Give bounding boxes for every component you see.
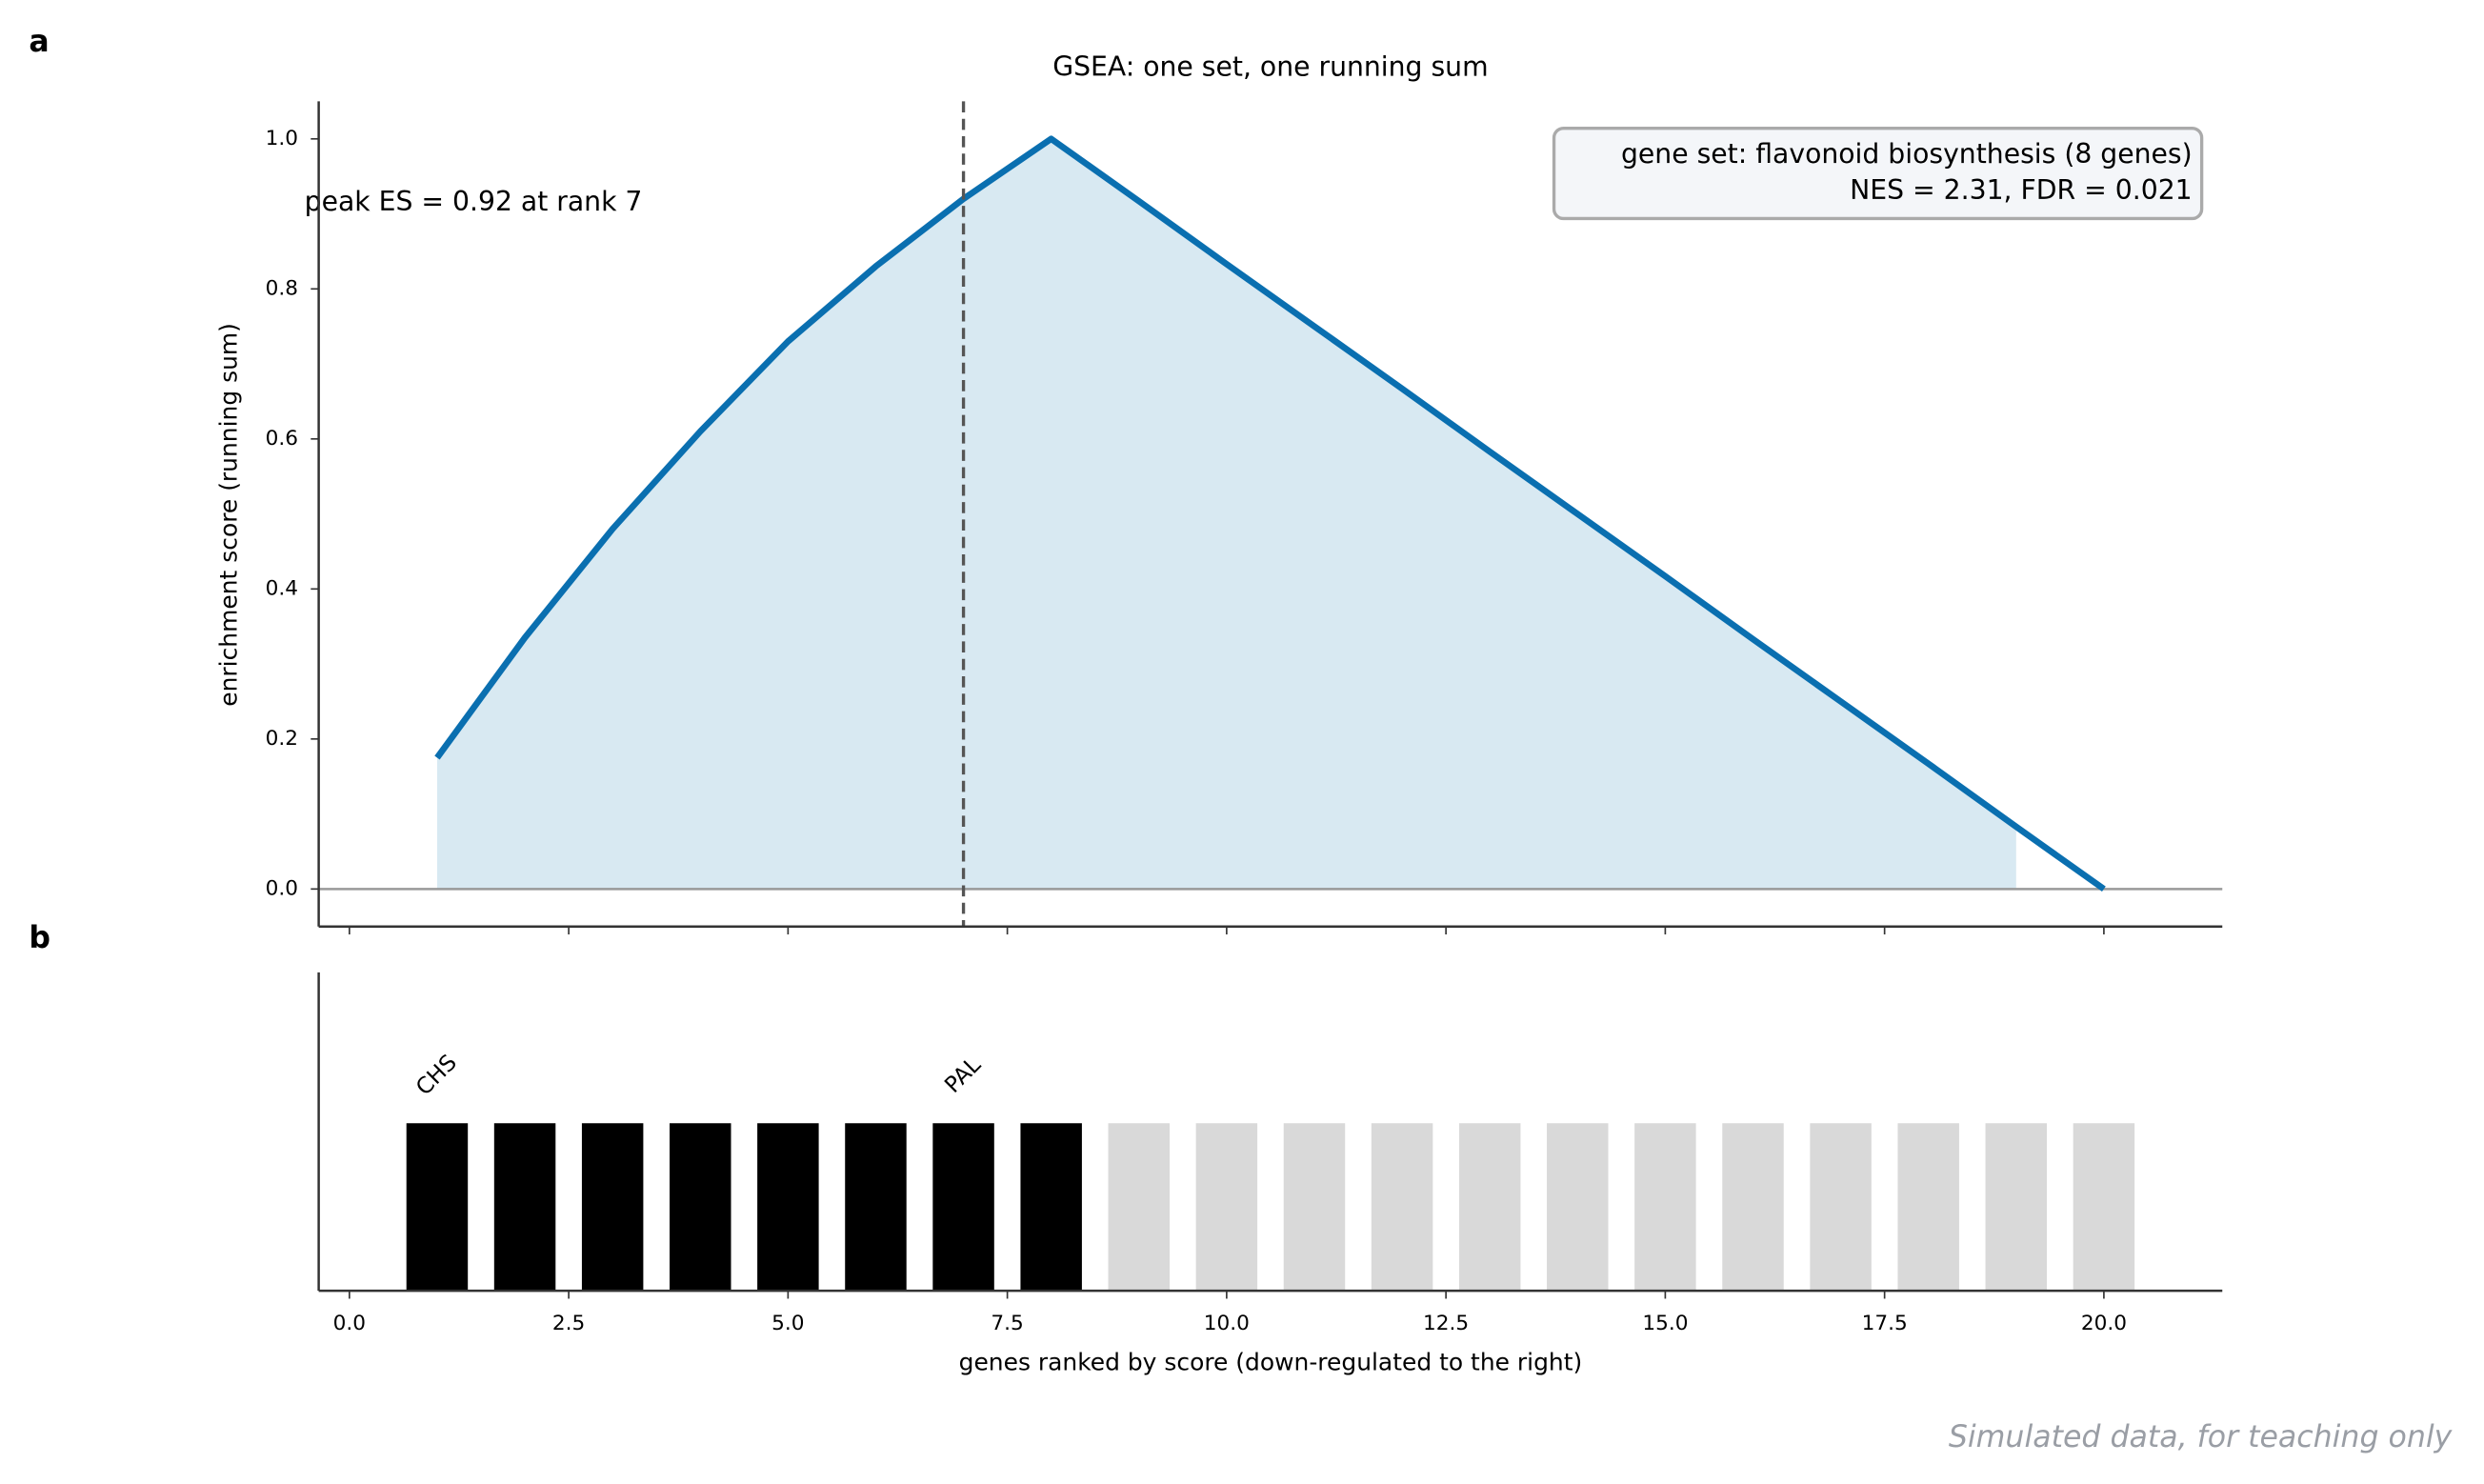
- y-tick-label: 0.2: [266, 727, 298, 751]
- x-tick-label: 12.5: [1423, 1312, 1469, 1335]
- rank-bar: [1371, 1123, 1433, 1292]
- running-sum-line: [434, 135, 2106, 892]
- rank-bar: [406, 1123, 469, 1292]
- x-tick-label: 2.5: [552, 1312, 585, 1335]
- rank-bar: [2073, 1123, 2135, 1292]
- x-tick-label: 0.0: [333, 1312, 366, 1335]
- panel-label: a: [29, 25, 49, 59]
- y-tick-label: 0.0: [266, 876, 298, 900]
- x-tick-label: 17.5: [1862, 1312, 1908, 1335]
- rank-bar: [1810, 1123, 1872, 1292]
- rank-bar: [1722, 1123, 1784, 1292]
- panel-label: b: [29, 921, 50, 955]
- rank-bar: [1108, 1123, 1171, 1292]
- footnote: Simulated data, for teaching only: [1949, 1420, 2454, 1454]
- area-fill: [436, 138, 2016, 890]
- rank-bar: [757, 1123, 819, 1292]
- rank-bar: [1020, 1123, 1082, 1292]
- x-tick-label: 20.0: [2081, 1312, 2127, 1335]
- legend-text: NES = 2.31, FDR = 0.021: [1850, 174, 2193, 206]
- gene-label: PAL: [940, 1052, 986, 1097]
- gene-label: CHS: [411, 1050, 462, 1100]
- rank-bar: [493, 1123, 556, 1292]
- rank-bar: [932, 1123, 994, 1292]
- annotation: peak ES = 0.92 at rank 7: [305, 186, 643, 217]
- rank-bar: [1985, 1123, 2048, 1292]
- rank-bar: [581, 1123, 644, 1292]
- x-tick-label: 7.5: [991, 1312, 1023, 1335]
- y-tick-label: 0.4: [266, 576, 298, 600]
- rank-bar: [1897, 1123, 1959, 1292]
- x-tick-label: 15.0: [1642, 1312, 1688, 1335]
- y-tick-label: 0.6: [266, 427, 298, 451]
- rank-bar: [1634, 1123, 1696, 1292]
- legend-box: [1552, 127, 2204, 221]
- legend-text: gene set: flavonoid biosynthesis (8 gene…: [1621, 138, 2193, 170]
- rank-bar: [1547, 1123, 1609, 1292]
- chart-title: GSEA: one set, one running sum: [1052, 50, 1488, 82]
- rank-bar: [845, 1123, 907, 1292]
- y-tick-label: 1.0: [266, 127, 298, 150]
- rank-bar: [1195, 1123, 1258, 1292]
- y-axis-label: enrichment score (running sum): [215, 323, 243, 707]
- rank-bar: [1283, 1123, 1346, 1292]
- rank-bar: [670, 1123, 731, 1292]
- y-tick-label: 0.8: [266, 276, 298, 300]
- x-axis-label: genes ranked by score (down-regulated to…: [959, 1349, 1583, 1376]
- x-tick-label: 10.0: [1204, 1312, 1250, 1335]
- rank-bar: [1458, 1123, 1521, 1292]
- x-tick-label: 5.0: [771, 1312, 804, 1335]
